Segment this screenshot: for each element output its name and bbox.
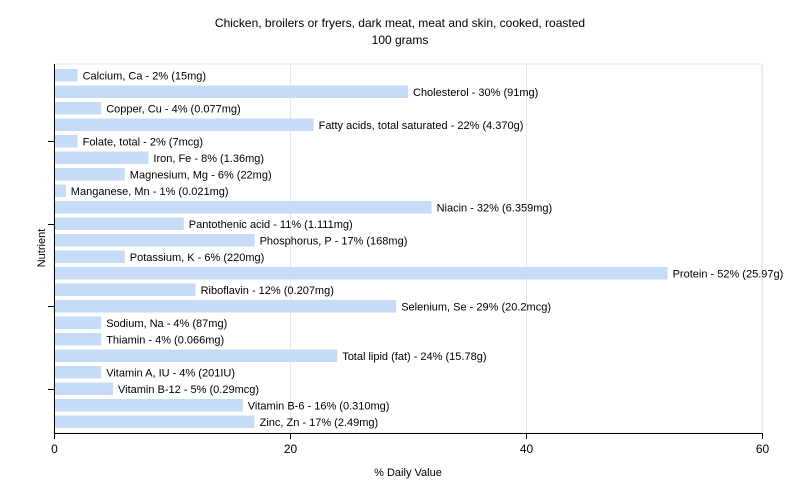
bar-label: Zinc, Zn - 17% (2.49mg) <box>260 417 379 429</box>
y-axis-title: Nutrient <box>36 229 48 268</box>
bar <box>55 101 102 115</box>
bar-label: Vitamin B-12 - 5% (0.29mcg) <box>118 384 259 396</box>
bar <box>55 316 102 330</box>
bar-label: Sodium, Na - 4% (87mg) <box>106 318 227 330</box>
bar-label: Thiamin - 4% (0.066mg) <box>106 334 224 346</box>
bar-label: Potassium, K - 6% (220mg) <box>130 252 264 264</box>
bar <box>55 85 408 99</box>
x-ticks: 0 20 40 60 <box>51 433 769 456</box>
axes <box>48 64 762 434</box>
bar <box>55 415 255 429</box>
bar-label: Cholesterol - 30% (91mg) <box>413 87 538 99</box>
bar <box>55 151 149 165</box>
x-tick-label: 40 <box>520 442 534 456</box>
bar-label: Manganese, Mn - 1% (0.021mg) <box>71 186 229 198</box>
bar <box>55 167 125 181</box>
bar <box>55 184 66 198</box>
bar-label: Calcium, Ca - 2% (15mg) <box>83 70 206 82</box>
x-tick-label: 0 <box>51 442 58 456</box>
bar-label: Vitamin A, IU - 4% (201IU) <box>106 367 235 379</box>
bar <box>55 118 314 132</box>
chart-subtitle: 100 grams <box>372 33 429 47</box>
chart-title: Chicken, broilers or fryers, dark meat, … <box>215 16 585 30</box>
bar <box>55 250 125 264</box>
bar-label: Fatty acids, total saturated - 22% (4.37… <box>319 120 524 132</box>
bar-label: Vitamin B-6 - 16% (0.310mg) <box>248 400 390 412</box>
bar-label: Selenium, Se - 29% (20.2mcg) <box>401 301 551 313</box>
bar <box>55 266 668 280</box>
bar <box>55 68 78 82</box>
bar-label: Folate, total - 2% (7mcg) <box>83 136 203 148</box>
bar-label: Riboflavin - 12% (0.207mg) <box>201 285 334 297</box>
bar <box>55 134 78 148</box>
bar-label: Niacin - 32% (6.359mg) <box>437 202 553 214</box>
bar <box>55 382 113 396</box>
bar-labels: Calcium, Ca - 2% (15mg) Cholesterol - 30%… <box>71 70 783 429</box>
bar-label: Protein - 52% (25.97g) <box>673 268 784 280</box>
bar-label: Pantothenic acid - 11% (1.111mg) <box>189 219 353 231</box>
x-tick-label: 60 <box>756 442 770 456</box>
bar-label: Total lipid (fat) - 24% (15.78g) <box>342 351 486 363</box>
bar-label: Phosphorus, P - 17% (168mg) <box>260 235 408 247</box>
x-tick-label: 20 <box>284 442 298 456</box>
bar <box>55 365 102 379</box>
bars <box>55 68 668 429</box>
bar <box>55 200 432 214</box>
bar <box>55 398 243 412</box>
bar <box>55 217 184 231</box>
bar-label: Magnesium, Mg - 6% (22mg) <box>130 169 272 181</box>
bar <box>55 299 397 313</box>
bar <box>55 283 196 297</box>
bar <box>55 332 102 346</box>
bar-label: Iron, Fe - 8% (1.36mg) <box>153 153 264 165</box>
x-axis-title: % Daily Value <box>374 467 442 479</box>
bar <box>55 349 338 363</box>
bar <box>55 233 255 247</box>
bar-label: Copper, Cu - 4% (0.077mg) <box>106 103 241 115</box>
